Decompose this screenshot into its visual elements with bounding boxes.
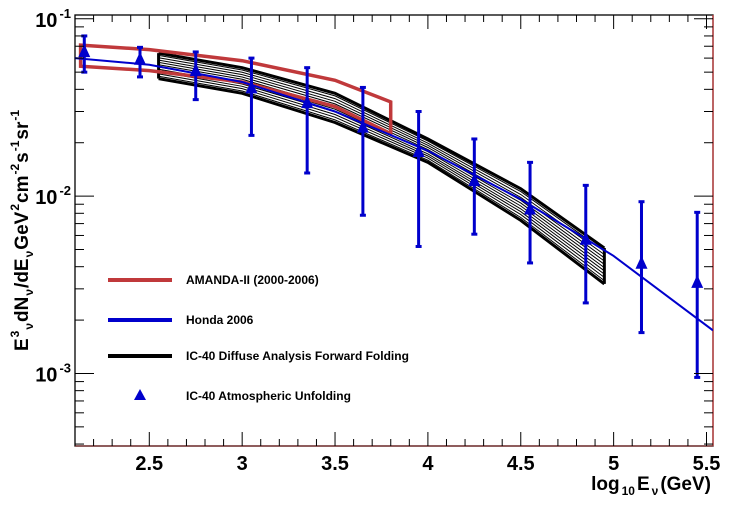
amanda-band-outline [78, 43, 393, 137]
y-tick-base: 10 [35, 187, 57, 209]
y-title-s-sup: -1 [8, 140, 22, 151]
legend-triangle-icon [134, 389, 146, 400]
unfolding-point [78, 44, 91, 58]
y-title-s: s [12, 152, 33, 163]
y-title-dn: dN [12, 297, 33, 322]
x-axis-title: log 10 E ν (GeV) [591, 474, 711, 498]
x-tick-label: 5.5 [693, 453, 721, 475]
y-tick-exp: -3 [59, 360, 71, 375]
x-tick-label: 4 [422, 453, 434, 475]
y-title-e: E [12, 338, 33, 351]
y-tick-base: 10 [35, 364, 57, 386]
forward-folding-band-line [158, 54, 605, 252]
legend-label: Honda 2006 [186, 313, 254, 327]
y-title-sr-sup: -1 [8, 110, 22, 121]
forward-folding-band-line [158, 75, 605, 281]
y-tick-exp: -2 [59, 183, 71, 198]
y-tick-base: 10 [35, 10, 57, 32]
unfolding-point [635, 255, 648, 269]
y-title-cm: cm [12, 176, 33, 203]
series-layer [75, 34, 713, 379]
legend-item: IC-40 Diffuse Analysis Forward Folding [108, 349, 409, 363]
unfolding-point [468, 173, 481, 187]
y-title-de: /dE [12, 258, 33, 288]
x-tick-label: 2.5 [135, 453, 163, 475]
legend-label: AMANDA-II (2000-2006) [186, 273, 319, 287]
y-title-cm-sup: -2 [8, 164, 22, 175]
x-title-e: E [637, 474, 650, 495]
unfolding-point [524, 201, 537, 215]
honda-line [75, 57, 713, 332]
unfolding-point [356, 119, 369, 133]
y-title-nu3: ν [22, 250, 36, 257]
x-title-sub: 10 [622, 484, 636, 498]
legend-item: IC-40 Atmospheric Unfolding [134, 389, 351, 403]
y-title-gev-sup: 2 [8, 204, 22, 211]
y-title-e-sup: 3 [8, 330, 22, 337]
forward-folding-band-line [158, 77, 606, 286]
unfolding-point [579, 231, 592, 245]
axis-ticks: 2.5 3 3.5 4 4.5 5 5.5-110-210-310 [35, 6, 720, 475]
x-title-unit: (GeV) [660, 474, 711, 495]
unfolding-point [412, 144, 425, 158]
unfolding-point [245, 80, 258, 94]
legend-item: AMANDA-II (2000-2006) [108, 273, 319, 287]
legend-label: IC-40 Diffuse Analysis Forward Folding [186, 349, 409, 363]
y-title-sr: sr [12, 121, 33, 140]
x-tick-label: 4.5 [507, 453, 535, 475]
y-tick-exp: -1 [59, 6, 71, 21]
x-tick-label: 3.5 [321, 453, 349, 475]
x-title-nu: ν [652, 484, 659, 498]
forward-folding-band-line [158, 61, 605, 262]
x-title-log: log [591, 474, 620, 495]
x-tick-label: 3 [237, 453, 248, 475]
x-tick-label: 5 [608, 453, 619, 475]
y-axis-title: E 3 ν dN ν /dE ν GeV 2 cm -2 s -1 sr -1 [8, 110, 36, 351]
unfolding-point [134, 51, 147, 65]
forward-folding-band-line [158, 57, 605, 255]
legend-item: Honda 2006 [108, 313, 254, 327]
y-title-nu1: ν [22, 323, 36, 330]
unfolding-point [301, 95, 314, 109]
unfolding-point [189, 63, 202, 77]
y-title-gev: GeV [12, 211, 33, 249]
legend: AMANDA-II (2000-2006) Honda 2006 IC-40 Dif… [108, 273, 409, 403]
legend-label: IC-40 Atmospheric Unfolding [186, 389, 351, 403]
plot-frame [74, 14, 714, 447]
forward-folding-band-line [158, 51, 606, 250]
forward-folding-band-line [158, 73, 605, 278]
y-title-nu2: ν [22, 289, 36, 296]
forward-folding-band-line [158, 71, 605, 275]
unfolding-point [691, 274, 704, 288]
